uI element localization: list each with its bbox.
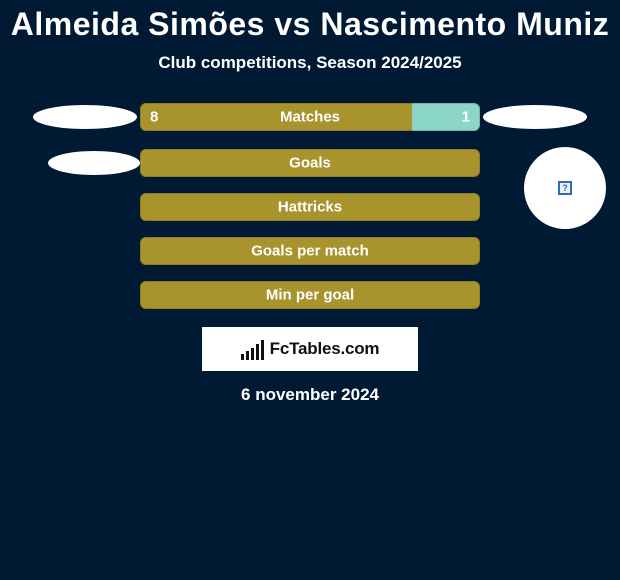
logo-box: FcTables.com [202,327,418,371]
bar-right-matches: 1 [412,103,480,131]
right-empty-mpg [480,281,590,309]
player-left-ellipse [33,105,137,129]
left-empty-mpg [30,281,140,309]
stat-row-gpm: Goals per match [0,237,620,265]
bar-gpm: Goals per match [140,237,480,265]
stats-block: 8 1 Matches Goals [0,103,620,309]
subtitle: Club competitions, Season 2024/2025 [0,53,620,73]
bar-matches: 8 1 Matches [140,103,480,131]
player-avatar [524,147,606,229]
right-shape-matches [480,103,590,131]
left-shape-goals [30,149,140,177]
bar-left-value: 8 [150,109,158,126]
left-empty-gpm [30,237,140,265]
comparison-card: Almeida Simões vs Nascimento Muniz Club … [0,0,620,405]
bar-label-mpg: Min per goal [266,287,354,304]
bar-hattricks: Hattricks [140,193,480,221]
logo-text: FcTables.com [270,339,380,359]
bar-mpg: Min per goal [140,281,480,309]
left-shape-matches [30,103,140,131]
bar-label-matches: Matches [280,109,340,126]
bar-left-matches: 8 [140,103,412,131]
player-left-ellipse-small [48,151,140,175]
bar-label-goals: Goals [289,155,331,172]
bar-label-gpm: Goals per match [251,243,369,260]
left-empty-hat [30,193,140,221]
stat-row-mpg: Min per goal [0,281,620,309]
avatar-placeholder-icon [558,181,572,195]
stat-row-matches: 8 1 Matches [0,103,620,131]
logo-bars-icon [241,338,264,360]
bar-label-hattricks: Hattricks [278,199,342,216]
player-right-avatar-wrap [524,147,606,229]
player-right-ellipse [483,105,587,129]
bar-goals: Goals [140,149,480,177]
right-empty-gpm [480,237,590,265]
page-title: Almeida Simões vs Nascimento Muniz [0,6,620,43]
bar-right-value: 1 [462,109,470,126]
date-text: 6 november 2024 [0,385,620,405]
